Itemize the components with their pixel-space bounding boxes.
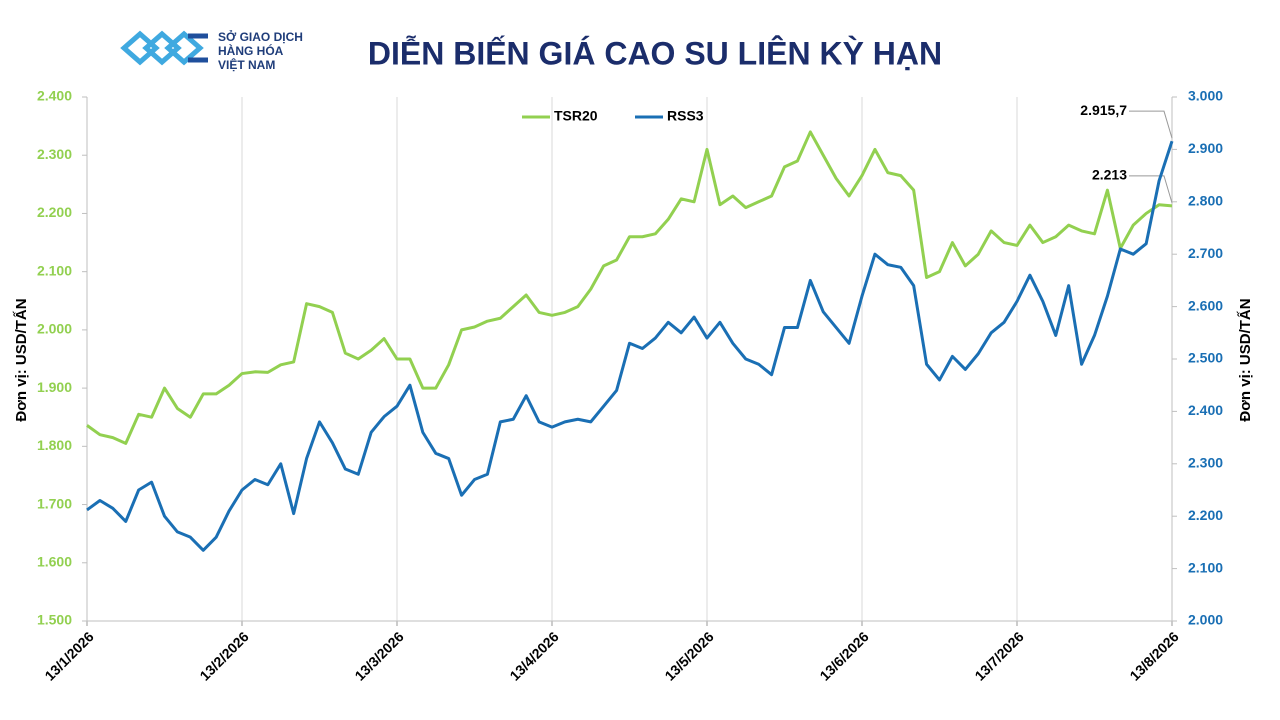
legend-label: RSS3 [667, 108, 704, 124]
y2-tick-label: 2.000 [1188, 612, 1223, 628]
y2-tick-label: 2.700 [1188, 245, 1223, 261]
y-tick-label: 2.000 [37, 321, 72, 337]
logo-text: SỞ GIAO DỊCH [218, 29, 303, 44]
y2-tick-label: 2.100 [1188, 559, 1223, 575]
y-axis-title: Đơn vị: USD/TẤN [13, 298, 30, 421]
y2-tick-label: 2.900 [1188, 140, 1223, 156]
data-label: 2.915,7 [1080, 102, 1127, 118]
y2-tick-label: 2.400 [1188, 402, 1223, 418]
chart-title: DIỄN BIẾN GIÁ CAO SU LIÊN KỲ HẠN [368, 35, 942, 71]
y-tick-label: 2.300 [37, 146, 72, 162]
y-tick-label: 2.400 [37, 88, 72, 104]
y2-tick-label: 2.200 [1188, 507, 1223, 523]
series-line [86, 130, 1173, 445]
x-tick-label: 13/8/2026 [1126, 628, 1182, 684]
legend-label: TSR20 [554, 108, 598, 124]
y2-tick-label: 2.800 [1188, 193, 1223, 209]
label-leader [1129, 175, 1173, 204]
y2-tick-label: 3.000 [1188, 88, 1223, 104]
y-tick-label: 2.200 [37, 204, 72, 220]
y-tick-label: 1.500 [37, 612, 72, 628]
logo-text: HÀNG HÓA [218, 43, 284, 58]
x-tick-label: 13/3/2026 [351, 628, 407, 684]
y2-tick-label: 2.600 [1188, 297, 1223, 313]
y-tick-label: 1.900 [37, 379, 72, 395]
y-tick-label: 1.700 [37, 495, 72, 511]
label-leader [1129, 110, 1173, 139]
series-line [86, 140, 1174, 552]
y2-axis-title: Đơn vị: USD/TẤN [1237, 298, 1254, 421]
y2-tick-label: 2.300 [1188, 455, 1223, 471]
logo-text: VIỆT NAM [218, 57, 275, 72]
x-tick-label: 13/1/2026 [41, 628, 97, 684]
y-tick-label: 1.800 [37, 437, 72, 453]
x-tick-label: 13/2/2026 [196, 628, 252, 684]
y2-tick-label: 2.500 [1188, 350, 1223, 366]
y-tick-label: 1.600 [37, 553, 72, 569]
data-label: 2.213 [1092, 167, 1127, 183]
x-tick-label: 13/6/2026 [816, 628, 872, 684]
logo-icon [120, 30, 208, 66]
x-tick-label: 13/7/2026 [971, 628, 1027, 684]
x-tick-label: 13/4/2026 [506, 628, 562, 684]
y-tick-label: 2.100 [37, 262, 72, 278]
x-tick-label: 13/5/2026 [661, 628, 717, 684]
